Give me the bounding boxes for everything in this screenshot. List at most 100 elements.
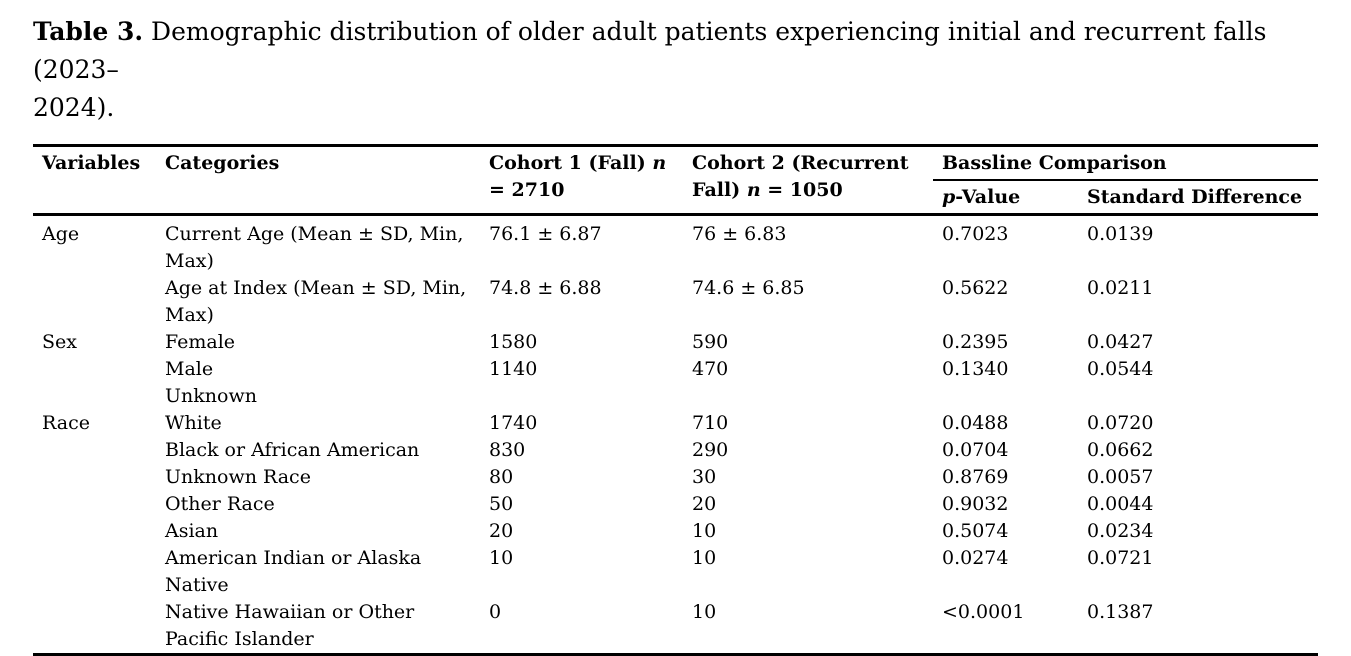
cell-cohort1: 20 [489,520,514,542]
cell-category: Male [165,358,214,380]
cell-standard-difference: 0.0044 [1087,493,1154,515]
cell-cohort2 [683,383,933,410]
cell-variable [33,356,156,383]
cell-variable: Sex [42,331,77,353]
col-header-standard-difference: Standard Difference [1087,186,1303,208]
cell-standard-difference: 0.0427 [1087,331,1154,353]
cell-cohort1: 1740 [489,412,538,434]
cell-cohort2: 290 [692,439,729,461]
cell-variable [33,599,156,655]
cell-p-value: 0.0488 [942,412,1009,434]
cell-cohort2: 710 [692,412,729,434]
col-header-categories: Categories [165,152,280,174]
table-row: Asian 20 10 0.5074 0.0234 [33,518,1318,545]
cell-cohort2: 20 [692,493,717,515]
col-header-p-value: p-Value [933,180,1078,215]
p-value-header-text: -Value [955,186,1021,208]
cell-category: Unknown Race [165,466,311,488]
table-caption: Table 3. Demographic distribution of old… [33,13,1331,127]
cell-variable [33,275,156,329]
cohort1-header-count: = 2710 [489,179,565,201]
table-row: Other Race 50 20 0.9032 0.0044 [33,491,1318,518]
cell-p-value: 0.0274 [942,547,1009,569]
cell-p-value: 0.8769 [942,466,1009,488]
cell-variable: Age [33,213,156,275]
cohort1-header-text: Cohort 1 (Fall) [489,152,653,174]
cell-p-value [933,383,1078,410]
cell-cohort1: 74.8 ± 6.88 [489,277,602,299]
cell-p-value: 0.0704 [942,439,1009,461]
cell-category: American Indian or Alaska Native [165,547,422,596]
cell-cohort1: 1140 [489,358,538,380]
cell-p-value: <0.0001 [942,601,1025,623]
table-body: Age Current Age (Mean ± SD, Min, Max) 76… [33,213,1318,655]
cell-category: Asian [165,520,219,542]
cell-category: Age at Index (Mean ± SD, Min, Max) [165,277,467,326]
cell-variable [33,383,156,410]
cell-p-value: 0.7023 [933,213,1078,275]
cell-standard-difference: 0.1387 [1087,601,1154,623]
cell-category: Female [165,331,236,353]
table-row: American Indian or Alaska Native 10 10 0… [33,545,1318,599]
cell-cohort1 [480,383,683,410]
cell-variable [33,545,156,599]
table-row: Unknown [33,383,1318,410]
col-header-cohort2: Cohort 2 (Recurrent Fall) n = 1050 [683,146,933,215]
table-row: Race White 1740 710 0.0488 0.0720 [33,410,1318,437]
table-row: Black or African American 830 290 0.0704… [33,437,1318,464]
cell-category: White [165,412,222,434]
cell-variable [33,437,156,464]
table-row: Age Current Age (Mean ± SD, Min, Max) 76… [33,213,1318,275]
cell-standard-difference: 0.0721 [1087,547,1154,569]
cell-cohort2: 10 [692,601,717,623]
table-row: Native Hawaiian or Other Pacific Islande… [33,599,1318,655]
cell-standard-difference: 0.0544 [1087,358,1154,380]
cell-p-value: 0.5622 [942,277,1009,299]
cell-cohort2: 10 [692,547,717,569]
cell-variable [33,491,156,518]
cell-standard-difference: 0.0662 [1087,439,1154,461]
cell-cohort2: 10 [692,520,717,542]
col-header-baseline-comparison: Bassline Comparison [933,145,1318,181]
cell-p-value: 0.5074 [942,520,1009,542]
cell-cohort2: 590 [692,331,729,353]
cell-variable: Race [42,412,90,434]
cell-category: Other Race [165,493,275,515]
cell-cohort2: 74.6 ± 6.85 [692,277,805,299]
cell-standard-difference: 0.0234 [1087,520,1154,542]
p-symbol: p [942,186,956,208]
table-caption-text: Demographic distribution of older adult … [33,17,1267,122]
table-header-row-1: Variables Categories Cohort 1 (Fall) n =… [33,145,1318,201]
cell-cohort1: 10 [489,547,514,569]
col-header-variables: Variables [42,152,141,174]
cell-cohort1: 0 [489,601,502,623]
cohort2-header-count: = 1050 [760,179,843,201]
table-row: Sex Female 1580 590 0.2395 0.0427 [33,329,1318,356]
cell-p-value: 0.2395 [942,331,1009,353]
cell-p-value: 0.9032 [942,493,1009,515]
table-header: Variables Categories Cohort 1 (Fall) n =… [33,145,1318,215]
col-header-cohort1: Cohort 1 (Fall) n = 2710 [480,146,683,215]
cell-variable [33,464,156,491]
demographics-table: Variables Categories Cohort 1 (Fall) n =… [33,144,1318,656]
cell-standard-difference: 0.0211 [1087,277,1154,299]
cell-cohort2: 470 [692,358,729,380]
cell-standard-difference [1078,383,1318,410]
cohort1-n-symbol: n [652,152,667,174]
table-row: Male 1140 470 0.1340 0.0544 [33,356,1318,383]
cell-p-value: 0.1340 [942,358,1009,380]
table-row: Age at Index (Mean ± SD, Min, Max) 74.8 … [33,275,1318,329]
cell-cohort2: 30 [692,466,717,488]
cell-variable [33,518,156,545]
cell-standard-difference: 0.0720 [1087,412,1154,434]
cell-category: Current Age (Mean ± SD, Min, Max) [156,213,480,275]
cell-cohort2: 76 ± 6.83 [683,213,933,275]
table-caption-label: Table 3. [33,17,144,46]
cell-cohort1: 50 [489,493,514,515]
cell-category: Black or African American [165,439,420,461]
cell-cohort1: 1580 [489,331,538,353]
cell-category: Native Hawaiian or Other Pacific Islande… [165,601,415,650]
cohort2-n-symbol: n [746,179,761,201]
cell-standard-difference: 0.0139 [1078,213,1318,275]
